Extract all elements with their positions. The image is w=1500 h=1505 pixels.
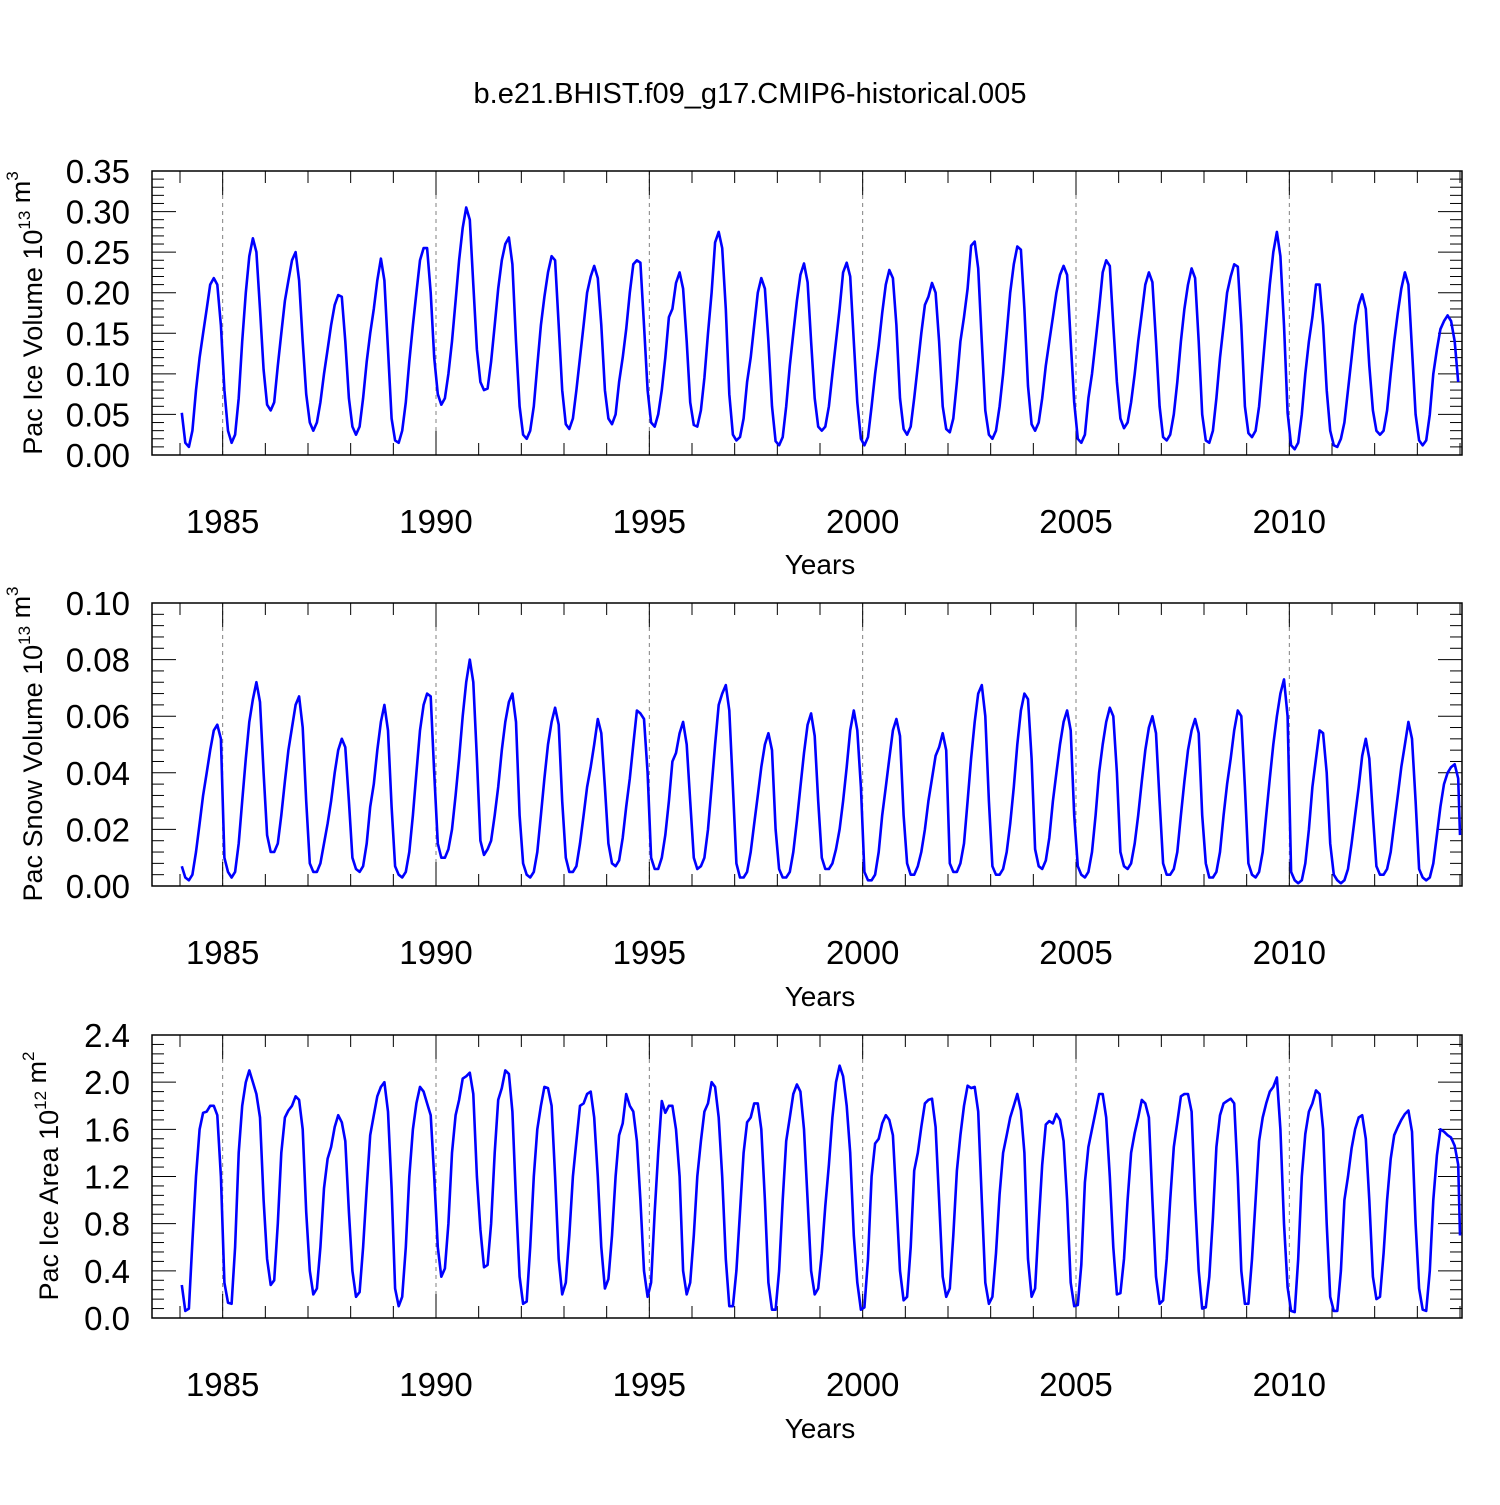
plot-frame — [151, 602, 1463, 887]
y-tick-label: 0.0 — [84, 1300, 130, 1337]
y-tick-label: 0.8 — [84, 1206, 130, 1243]
y-axis-label-part: m — [6, 181, 36, 211]
x-tick-label: 1985 — [186, 934, 259, 971]
y-tick-label: 1.6 — [84, 1111, 130, 1148]
y-axis-label-part: Pac Ice Volume 10 — [18, 230, 48, 455]
x-tick-label: 1995 — [613, 934, 686, 971]
y-tick-label: 0.15 — [66, 315, 130, 352]
x-tick-label: 2010 — [1253, 503, 1326, 540]
y-axis-label-superscript: 3 — [3, 171, 22, 180]
x-tick-label: 2005 — [1039, 934, 1112, 971]
x-tick-label: 2010 — [1253, 1366, 1326, 1403]
y-axis-label: Pac Snow Volume 1013 m3 — [3, 586, 48, 901]
y-tick-label: 0.10 — [66, 356, 130, 393]
y-axis-label-superscript: 12 — [31, 1091, 50, 1110]
page-title: b.e21.BHIST.f09_g17.CMIP6-historical.005 — [473, 78, 1027, 110]
y-axis-label-part: Pac Snow Volume 10 — [18, 645, 48, 902]
x-tick-label: 1995 — [613, 1366, 686, 1403]
y-tick-label: 2.0 — [84, 1064, 130, 1101]
x-tick-label: 2005 — [1039, 503, 1112, 540]
x-axis-label: Years — [785, 981, 856, 1012]
chart-panel-3: 1985 1990 1995 2000 2005 2010 Years 0.0 0.4 0.8 1.… — [19, 1017, 1463, 1444]
x-tick-label: 1985 — [186, 503, 259, 540]
x-tick-label: 1990 — [399, 1366, 472, 1403]
y-tick-label: 0.4 — [84, 1253, 130, 1290]
x-tick-label: 2005 — [1039, 1366, 1112, 1403]
chart-panel-2: 1985 1990 1995 2000 2005 2010 Years 0.00 0.02 0.0… — [3, 585, 1463, 1012]
x-tick-label: 2010 — [1253, 934, 1326, 971]
y-tick-label: 0.02 — [66, 811, 130, 848]
series-line-1 — [180, 1064, 1462, 1314]
y-tick-label: 0.08 — [66, 642, 130, 679]
y-axis-label-superscript: 13 — [15, 211, 34, 230]
y-axis-label-superscript: 3 — [3, 586, 22, 595]
y-tick-label: 0.06 — [66, 698, 130, 735]
y-tick-label: 0.04 — [66, 755, 130, 792]
x-tick-label: 1990 — [399, 503, 472, 540]
y-tick-label: 1.2 — [84, 1159, 130, 1196]
x-tick-label: 2000 — [826, 934, 899, 971]
x-tick-label: 1985 — [186, 1366, 259, 1403]
y-axis-label-part: m — [6, 596, 36, 626]
chart-panel-1: 1985 1990 1995 2000 2005 2010Years0.000.050.1… — [3, 153, 1463, 580]
y-tick-label: 0.00 — [66, 437, 130, 474]
plot-frame — [151, 170, 1463, 456]
x-tick-label: 2000 — [826, 1366, 899, 1403]
y-tick-label: 2.4 — [84, 1017, 130, 1054]
y-axis-label-superscript: 13 — [15, 626, 34, 645]
y-tick-label: 0.10 — [66, 585, 130, 622]
y-axis-label-part: m — [22, 1061, 52, 1091]
series-line-1 — [180, 206, 1460, 451]
y-axis-label-part: Pac Ice Area 10 — [34, 1110, 64, 1301]
y-tick-label: 0.00 — [66, 868, 130, 905]
y-axis-label: Pac Ice Volume 1013 m3 — [3, 171, 48, 455]
y-tick-label: 0.35 — [66, 153, 130, 190]
y-axis-label: Pac Ice Area 1012 m2 — [19, 1051, 64, 1300]
y-tick-label: 0.20 — [66, 275, 130, 312]
y-axis-label-superscript: 2 — [19, 1051, 38, 1060]
x-tick-label: 1990 — [399, 934, 472, 971]
x-tick-label: 1995 — [613, 503, 686, 540]
y-tick-label: 0.30 — [66, 194, 130, 231]
x-tick-label: 2000 — [826, 503, 899, 540]
y-tick-label: 0.25 — [66, 234, 130, 271]
y-tick-label: 0.05 — [66, 396, 130, 433]
x-axis-label: Years — [785, 1413, 856, 1444]
series-line-1 — [180, 658, 1462, 885]
x-axis-label: Years — [785, 549, 856, 580]
